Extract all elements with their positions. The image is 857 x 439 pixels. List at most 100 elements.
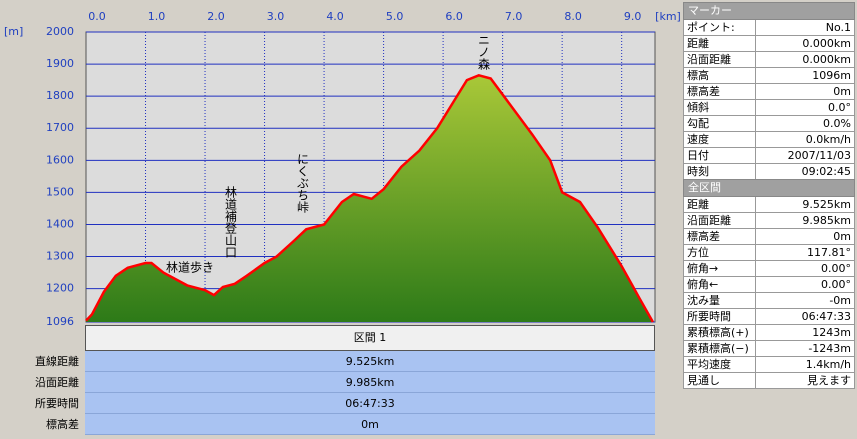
label: 距離 xyxy=(684,36,756,51)
y-tick-label: 1800 xyxy=(46,89,74,102)
y-tick-label: 1300 xyxy=(46,250,74,263)
panel-title: 全区間 xyxy=(683,179,855,197)
elevation-chart: [m] [km] 1096 1200 1300 1400 1500 1600 1700 180… xyxy=(4,10,680,325)
row: 累積標高(+) 1243m xyxy=(683,325,855,341)
x-tick-label: 5.0 xyxy=(386,10,404,23)
y-tick-label: 2000 xyxy=(46,25,74,38)
label: 直線距離 xyxy=(35,355,79,368)
row: 距離 9.525km xyxy=(683,197,855,213)
value: 1243m xyxy=(812,326,851,339)
value: 0m xyxy=(833,85,851,98)
x-tick-label: 8.0 xyxy=(564,10,582,23)
label: 日付 xyxy=(684,148,756,163)
label: 俯角→ xyxy=(684,261,756,276)
label: 時刻 xyxy=(684,164,756,179)
y-tick-label: 1500 xyxy=(46,185,74,198)
value: 2007/11/03 xyxy=(787,149,851,162)
x-tick-label: 9.0 xyxy=(624,10,642,23)
y-axis-label: [m] xyxy=(4,25,23,38)
value: 0.0° xyxy=(828,101,851,114)
section-title: 区間 1 xyxy=(85,325,655,351)
x-tick-label: 3.0 xyxy=(267,10,285,23)
annotation: 林道補登山口 xyxy=(224,186,238,258)
row: 平均速度 1.4km/h xyxy=(683,357,855,373)
value: -1243m xyxy=(808,342,851,355)
label: 沿面距離 xyxy=(684,52,756,67)
x-tick-label: 4.0 xyxy=(326,10,344,23)
label: 累積標高(−) xyxy=(684,341,756,356)
value: 9.985km xyxy=(85,372,655,393)
value: 0.000km xyxy=(802,53,851,66)
label: 俯角← xyxy=(684,277,756,292)
row: 所要時間 06:47:33 xyxy=(0,393,655,414)
label: 沿面距離 xyxy=(35,376,79,389)
label: 沿面距離 xyxy=(684,213,756,228)
y-tick-label: 1900 xyxy=(46,57,74,70)
label: 見通し xyxy=(684,373,756,388)
y-tick-label: 1200 xyxy=(46,282,74,295)
y-tick-label: 1700 xyxy=(46,121,74,134)
value: 9.525km xyxy=(85,351,655,372)
value: 0.0% xyxy=(823,117,851,130)
label: 累積標高(+) xyxy=(684,325,756,340)
value: 0.00° xyxy=(821,262,851,275)
row: 直線距離 9.525km xyxy=(0,351,655,372)
section-table: 区間 1 直線距離 9.525km 沿面距離 9.985km 所要時間 06:47:33 標… xyxy=(0,325,655,435)
row: 沿面距離 9.985km xyxy=(683,213,855,229)
row: 勾配 0.0% xyxy=(683,116,855,132)
row: 標高差 0m xyxy=(683,84,855,100)
label: 方位 xyxy=(684,245,756,260)
value: 06:47:33 xyxy=(801,310,851,323)
value: No.1 xyxy=(825,21,851,34)
y-tick-label: 1096 xyxy=(46,315,74,325)
x-tick-label: 1.0 xyxy=(148,10,166,23)
panel-title: マーカー xyxy=(683,2,855,20)
label: ポイント: xyxy=(684,20,756,35)
row: 俯角→ 0.00° xyxy=(683,261,855,277)
x-tick-label: 2.0 xyxy=(207,10,225,23)
value: 0m xyxy=(85,414,655,435)
row: 沈み量 -0m xyxy=(683,293,855,309)
row: 俯角← 0.00° xyxy=(683,277,855,293)
annotation: ニノ森 xyxy=(477,34,491,70)
value: 1096m xyxy=(812,69,851,82)
annotation: にくぶち峠 xyxy=(296,153,310,213)
y-tick-label: 1400 xyxy=(46,217,74,230)
elevation-line xyxy=(85,73,654,323)
x-axis-label: [km] xyxy=(655,10,680,23)
value: 09:02:45 xyxy=(801,165,851,178)
row: 沿面距離 9.985km xyxy=(0,372,655,393)
row: 傾斜 0.0° xyxy=(683,100,855,116)
x-tick-label: 6.0 xyxy=(445,10,463,23)
value: 0.00° xyxy=(821,278,851,291)
value: 9.525km xyxy=(802,198,851,211)
value: 0m xyxy=(833,230,851,243)
label: 勾配 xyxy=(684,116,756,131)
label: 所要時間 xyxy=(35,397,79,410)
row: 標高差 0m xyxy=(683,229,855,245)
total-panel: 全区間 距離 9.525km 沿面距離 9.985km 標高差 0m 方位 117.81° 俯角… xyxy=(683,179,855,389)
value: 0.0km/h xyxy=(805,133,851,146)
value: 見えます xyxy=(807,374,851,387)
row: 所要時間 06:47:33 xyxy=(683,309,855,325)
label: 標高差 xyxy=(684,84,756,99)
x-tick-label: 0.0 xyxy=(88,10,106,23)
value: 9.985km xyxy=(802,214,851,227)
row: 標高 1096m xyxy=(683,68,855,84)
label: 速度 xyxy=(684,132,756,147)
label: 平均速度 xyxy=(684,357,756,372)
label: 距離 xyxy=(684,197,756,212)
label: 標高差 xyxy=(684,229,756,244)
label: 標高 xyxy=(684,68,756,83)
row: ポイント: No.1 xyxy=(683,20,855,36)
label: 所要時間 xyxy=(684,309,756,324)
marker-panel: マーカー ポイント: No.1 距離 0.000km 沿面距離 0.000km 標高 1096… xyxy=(683,2,855,180)
row: 距離 0.000km xyxy=(683,36,855,52)
row: 累積標高(−) -1243m xyxy=(683,341,855,357)
value: 117.81° xyxy=(807,246,851,259)
value: -0m xyxy=(829,294,851,307)
row: 見通し 見えます xyxy=(683,373,855,389)
row: 日付 2007/11/03 xyxy=(683,148,855,164)
value: 1.4km/h xyxy=(805,358,851,371)
